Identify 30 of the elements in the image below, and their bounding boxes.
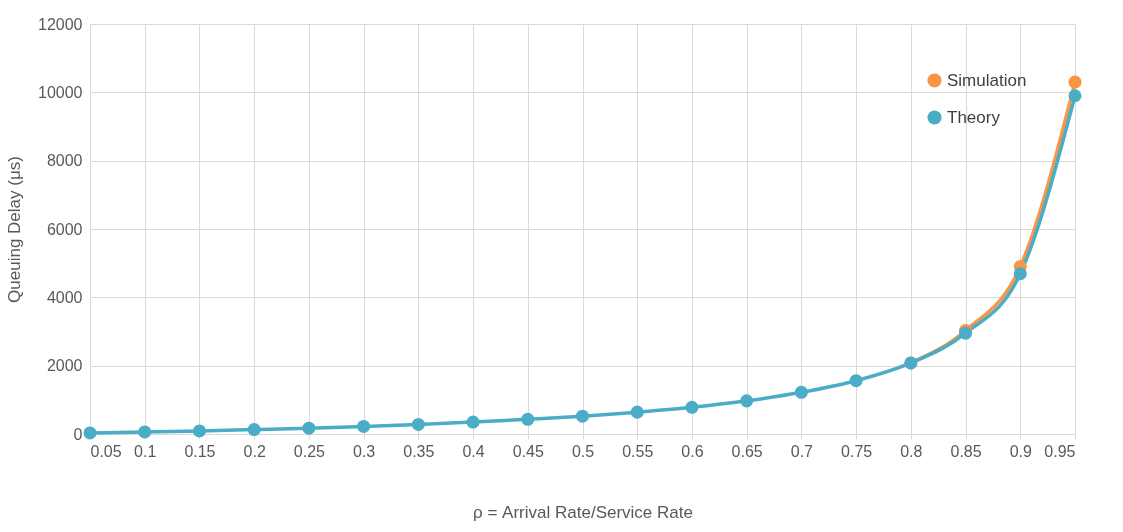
x-tick-label: 0.8 [900,442,923,460]
x-tick-label: 0.85 [950,442,982,460]
x-tick-label: 0.55 [622,442,654,460]
x-tick-label: 0.75 [841,442,873,460]
x-tick-label: 0.95 [1044,442,1076,460]
y-tick-label: 12000 [38,15,83,33]
x-tick-label: 0.2 [243,442,266,460]
x-tick-label: 0.35 [403,442,435,460]
y-tick-label: 0 [73,425,83,443]
y-tick-label: 6000 [46,220,83,238]
x-tick-label: 0.7 [790,442,814,460]
y-tick-label: 2000 [46,357,83,375]
x-tick-label: 0.9 [1009,442,1032,460]
x-tick-label: 0.45 [512,442,544,460]
y-tick-label: 10000 [38,83,83,101]
y-tick-label: 8000 [46,152,83,170]
y-tick-label: 4000 [46,288,83,306]
y-axis-title: Queuing Delay (μs) [5,156,25,303]
x-tick-label: 0.6 [681,442,704,460]
x-tick-label: 0.25 [293,442,326,460]
legend-label: Theory [947,107,1001,127]
x-tick-label: 0.3 [352,442,376,460]
x-tick-label: 0.4 [462,442,485,460]
x-tick-label: 0.5 [571,442,595,460]
x-tick-label: 0.1 [134,442,157,460]
x-tick-label: 0.05 [90,442,122,460]
x-tick-label: 0.65 [731,442,763,460]
x-axis-title: ρ = Arrival Rate/Service Rate [473,502,693,522]
x-tick-label: 0.15 [184,442,216,460]
legend-label: Simulation [947,70,1027,90]
